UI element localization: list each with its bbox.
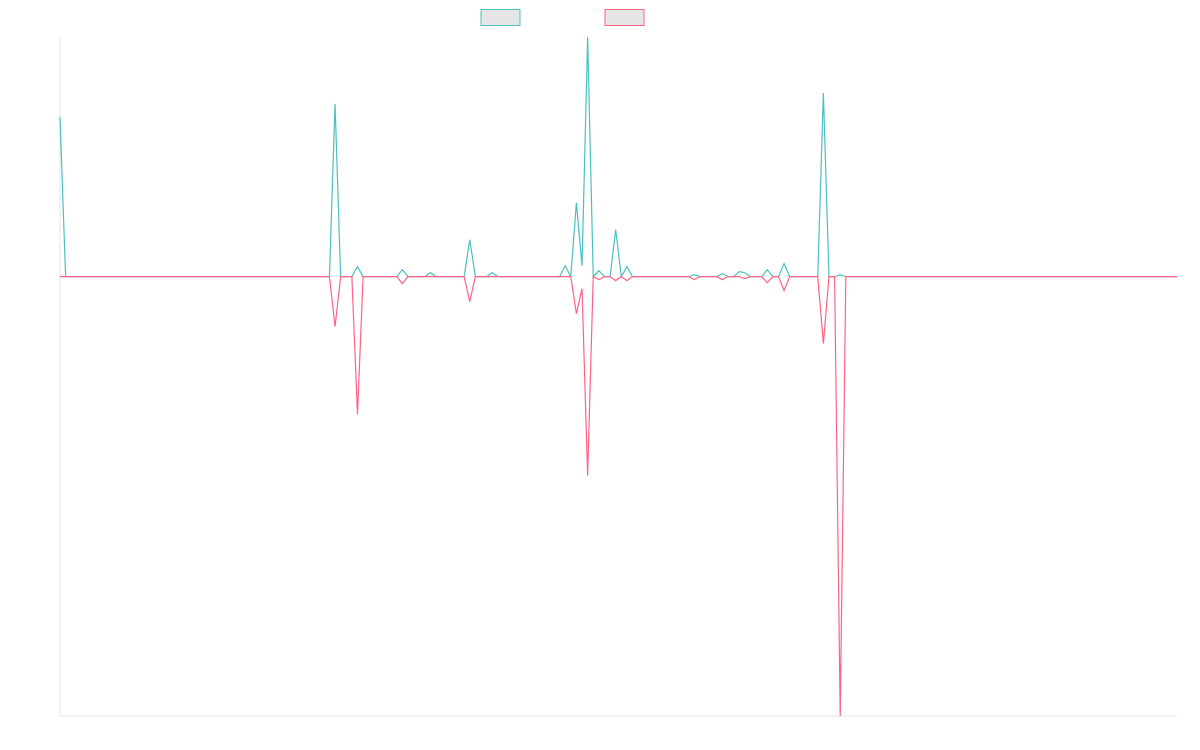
series-line xyxy=(59,36,1177,279)
legend-swatch xyxy=(604,9,645,26)
series-line xyxy=(60,275,1177,717)
legend-swatch xyxy=(480,9,521,26)
